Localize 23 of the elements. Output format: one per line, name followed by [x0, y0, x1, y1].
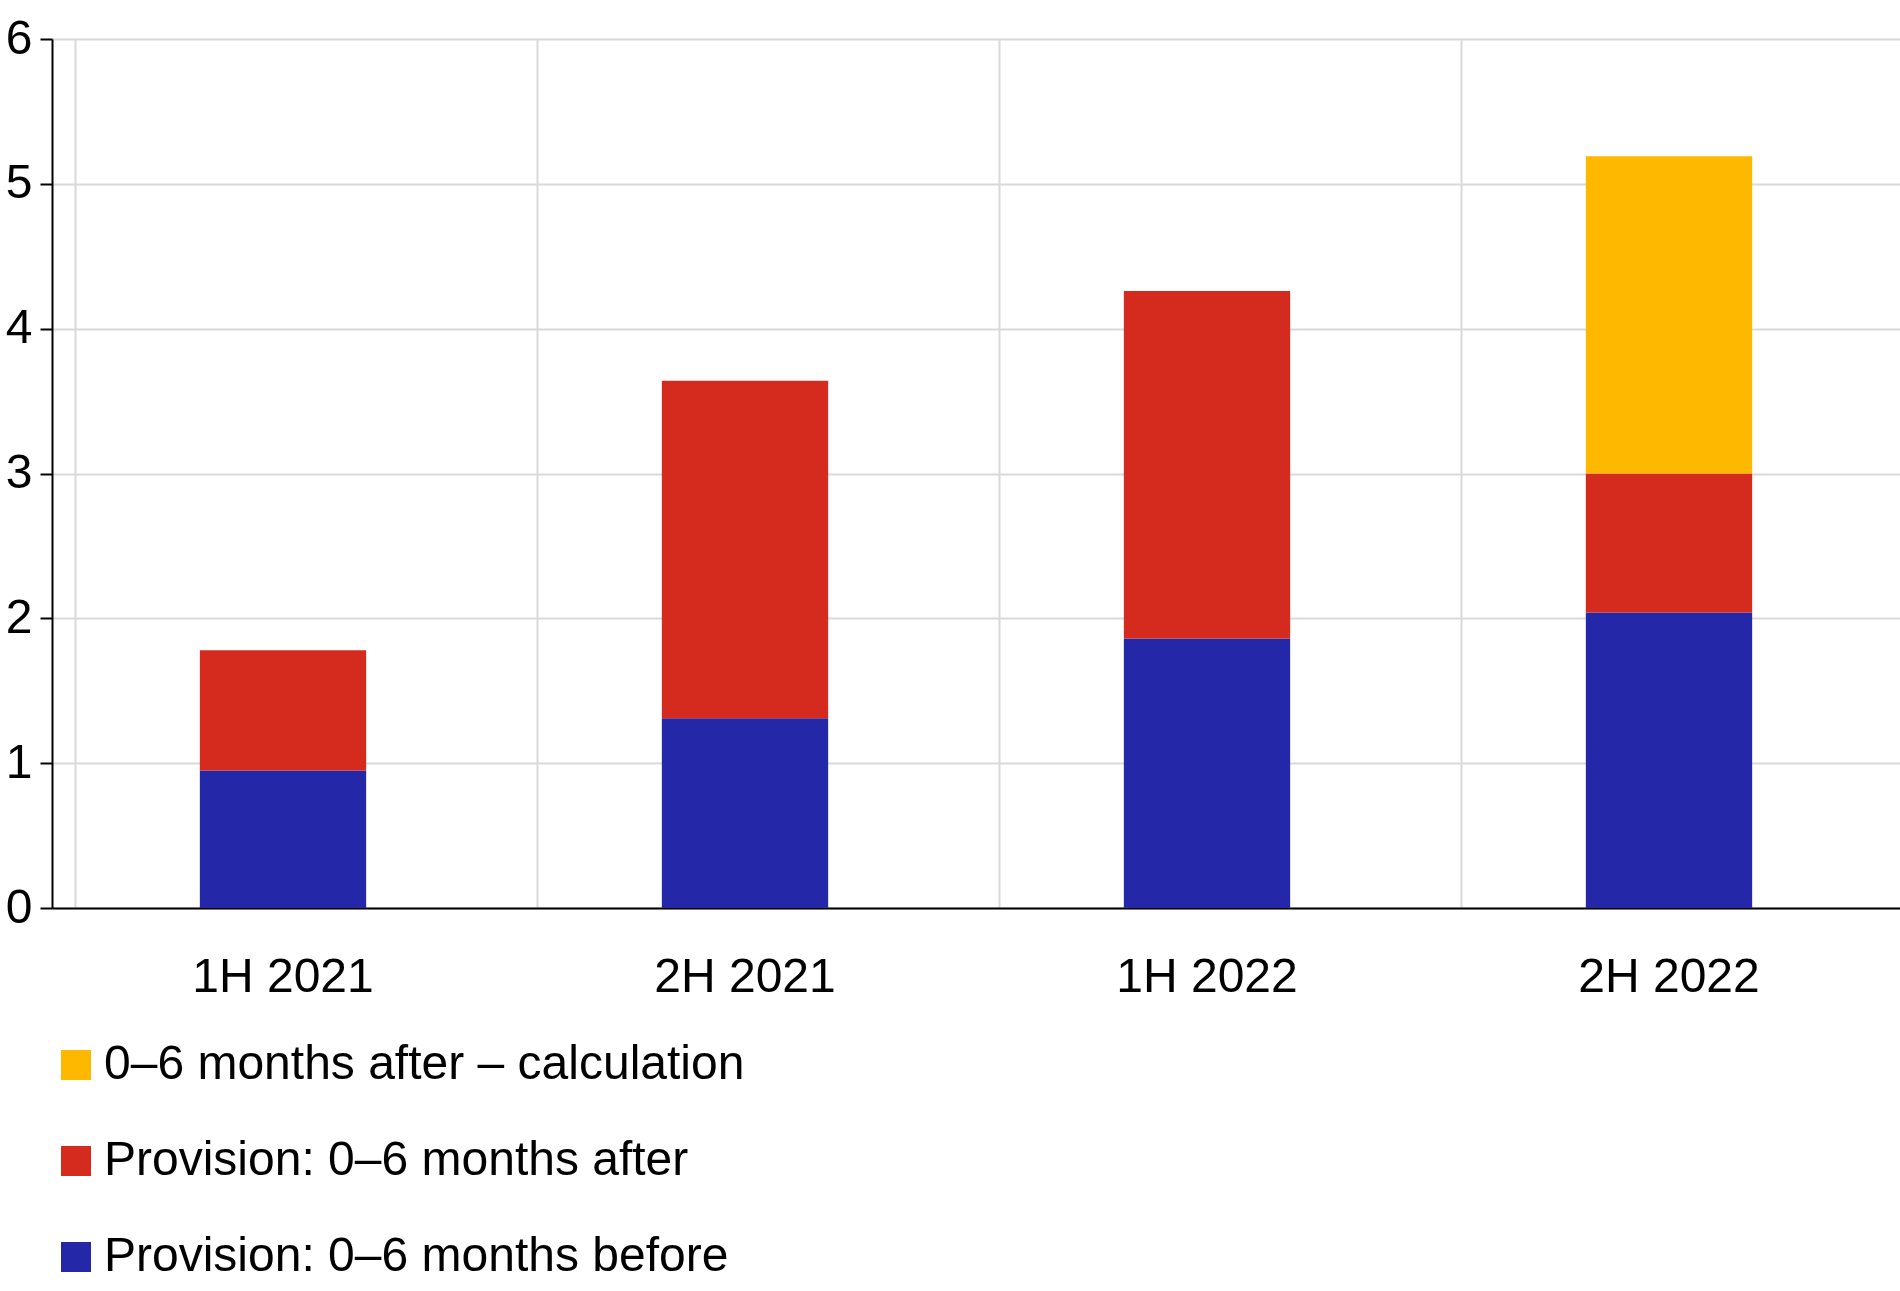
- y-tick-label: 6: [5, 10, 33, 64]
- y-tick-label: 0: [5, 879, 33, 933]
- bar: [199, 650, 367, 771]
- x-tick-label: 1H 2022: [1116, 948, 1298, 1002]
- bar: [661, 380, 829, 719]
- y-tick-label: 4: [5, 300, 33, 354]
- bar: [1585, 473, 1753, 613]
- bar: [199, 770, 367, 908]
- y-tick-label: 2: [5, 589, 33, 643]
- y-tick-label: 5: [5, 155, 33, 209]
- bar: [1123, 638, 1291, 908]
- y-tick-label: 3: [5, 445, 33, 498]
- legend-label: Provision: 0–6 months after: [104, 1132, 689, 1185]
- x-tick-label: 2H 2022: [1578, 948, 1760, 1002]
- legend-label: 0–6 months after – calculation: [104, 1036, 745, 1089]
- legend-label: Provision: 0–6 months before: [104, 1228, 729, 1281]
- bar: [1585, 612, 1753, 908]
- bar: [1123, 291, 1291, 639]
- bar: [661, 718, 829, 908]
- y-tick-label: 1: [5, 734, 33, 788]
- x-tick-label: 2H 2021: [654, 948, 836, 1002]
- bar: [1585, 156, 1753, 474]
- x-tick-label: 1H 2021: [192, 948, 374, 1002]
